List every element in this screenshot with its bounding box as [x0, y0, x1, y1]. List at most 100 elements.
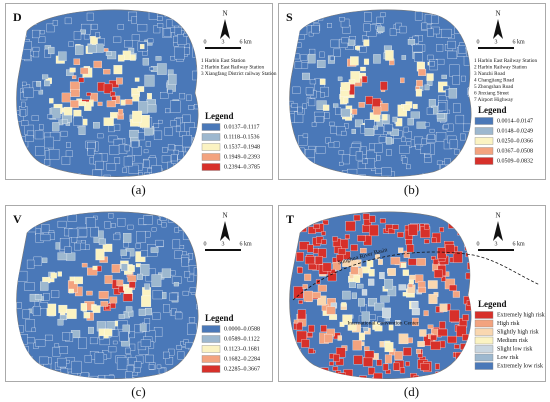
grid-cell: [407, 118, 414, 126]
grid-cell: [463, 123, 472, 132]
grid-cell: [144, 318, 151, 324]
grid-cell: [128, 265, 135, 272]
grid-cell: [157, 23, 164, 28]
grid-cell: [16, 302, 22, 309]
station-item: 1 Harbin East Station: [201, 58, 246, 64]
grid-cell: [41, 224, 50, 233]
grid-cell: [300, 62, 309, 69]
grid-cell: [403, 126, 409, 133]
grid-cell: [316, 59, 326, 68]
grid-cell: [102, 243, 113, 252]
grid-cell: [297, 267, 303, 274]
grid-cell: [421, 22, 428, 30]
grid-cell: [424, 122, 430, 127]
grid-cell: [400, 77, 405, 84]
grid-cell: [348, 39, 355, 46]
grid-cell: [66, 142, 71, 148]
legend-label: 0.0014–0.0147: [497, 118, 533, 124]
north-arrow: [493, 221, 503, 241]
grid-cell: [32, 46, 40, 52]
grid-cell: [419, 329, 427, 337]
grid-cell: [98, 291, 109, 299]
grid-cell: [369, 314, 376, 320]
grid-cell: [382, 307, 391, 318]
grid-cell: [462, 314, 469, 321]
grid-cell: [120, 249, 127, 256]
grid-cell: [338, 150, 345, 155]
grid-cell: [330, 125, 337, 134]
grid-cell: [182, 290, 189, 296]
grid-cell: [78, 77, 85, 83]
grid-cell: [93, 60, 102, 69]
grid-cell: [31, 327, 36, 332]
grid-cell: [401, 136, 406, 142]
grid-cell: [66, 308, 77, 319]
grid-cell: [374, 302, 385, 311]
station-item: 2 Harbin Railway Station: [474, 65, 527, 71]
grid-cell: [341, 302, 347, 307]
grid-cell: [399, 25, 407, 34]
grid-cell: [439, 303, 448, 312]
grid-cell: [39, 124, 44, 130]
grid-cell: [423, 310, 429, 317]
grid-cell: [382, 363, 389, 371]
grid-cell: [343, 97, 349, 104]
grid-cell: [88, 375, 98, 379]
grid-cell: [146, 104, 157, 113]
grid-cell: [333, 48, 341, 57]
cells: [16, 213, 199, 379]
north-label: N: [222, 10, 227, 18]
legend-label: 0.0148–0.0249: [497, 128, 533, 134]
grid-cell: [68, 288, 74, 294]
grid-cell: [332, 262, 341, 271]
grid-cell: [46, 303, 57, 316]
grid-cell: [452, 251, 463, 263]
grid-cell: [174, 250, 183, 259]
grid-cell: [426, 73, 434, 81]
grid-cell: [443, 123, 449, 130]
grid-cell: [350, 266, 359, 275]
grid-cell: [359, 46, 367, 53]
legend-swatch: [474, 157, 494, 165]
grid-cell: [373, 106, 382, 116]
grid-cell: [340, 18, 350, 28]
grid-cell: [354, 119, 363, 128]
grid-cell: [441, 74, 447, 79]
grid-cell: [173, 282, 179, 287]
grid-cell: [94, 352, 105, 364]
grid-cell: [44, 159, 51, 166]
grid-cell: [296, 252, 304, 262]
grid-cell: [348, 79, 356, 85]
grid-cell: [136, 231, 146, 243]
grid-cell: [128, 47, 135, 53]
grid-cell: [104, 221, 111, 229]
grid-cell: [388, 228, 396, 234]
station-item: 2 Harbin East Railway Station: [201, 65, 265, 71]
grid-cell: [196, 304, 199, 310]
grid-cell: [125, 347, 131, 354]
panel-letter: D: [13, 10, 22, 24]
grid-cell: [307, 332, 313, 337]
cells: [289, 10, 472, 177]
grid-cell: [363, 23, 371, 32]
legend-swatch: [474, 137, 494, 145]
grid-cell: [38, 36, 46, 43]
grid-cell: [111, 223, 116, 228]
grid-cell: [303, 290, 313, 302]
grid-cell: [97, 101, 103, 106]
legend-label: 0.0589–0.1122: [224, 336, 260, 342]
grid-cell: [116, 357, 128, 370]
legend-label: 0.0137–0.1117: [224, 124, 260, 130]
grid-cell: [322, 219, 329, 225]
grid-cell: [131, 140, 139, 148]
grid-cell: [80, 303, 87, 311]
grid-cell: [125, 306, 133, 313]
grid-cell: [61, 156, 71, 165]
grid-cell: [311, 25, 320, 34]
grid-cell: [344, 234, 350, 239]
grid-cell: [341, 154, 350, 165]
grid-cell: [171, 154, 178, 162]
grid-cell: [437, 328, 448, 337]
grid-cell: [381, 167, 392, 177]
